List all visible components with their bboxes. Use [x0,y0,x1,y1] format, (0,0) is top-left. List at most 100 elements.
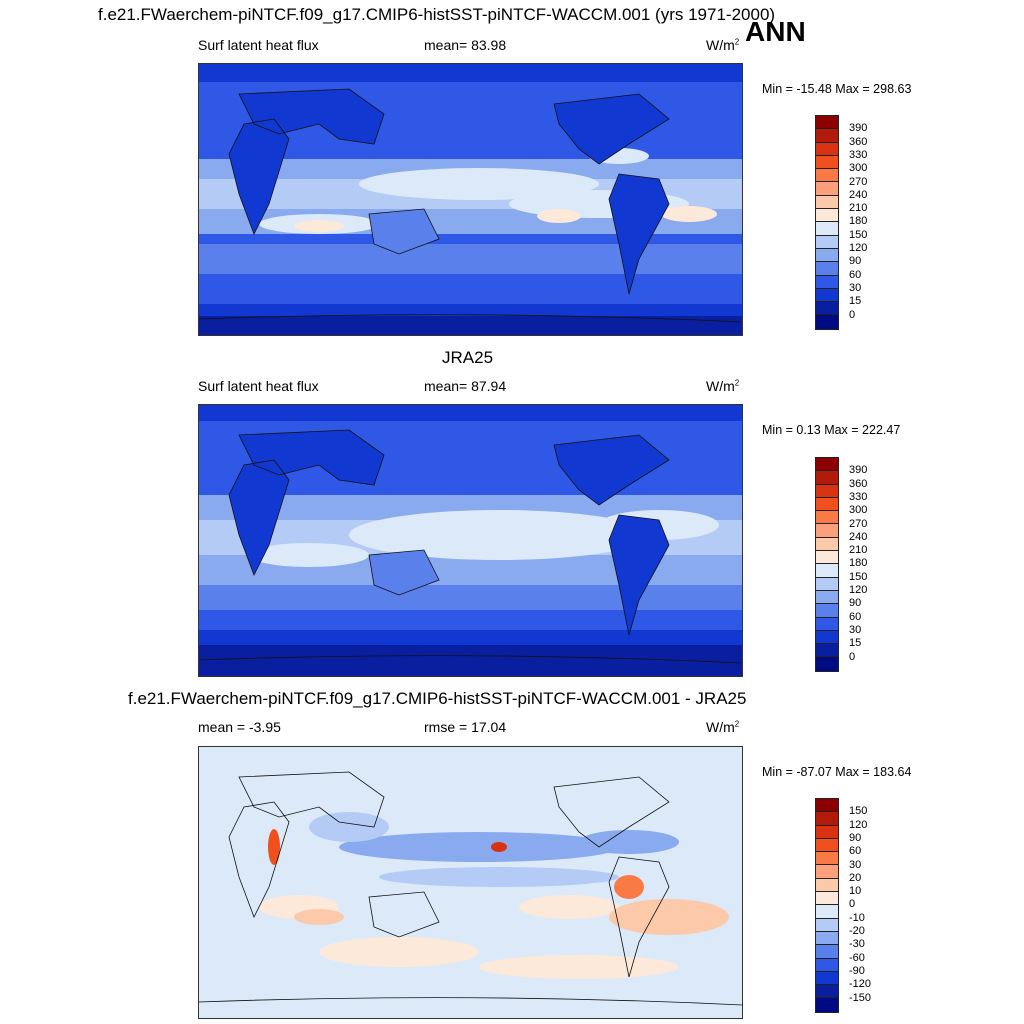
colorbar-swatch [816,892,838,906]
colorbar-tick-label: 90 [849,255,862,268]
panel1-units: W/m2 [706,37,740,53]
colorbar-swatch [816,222,838,236]
colorbar-tick-label: 30 [849,858,862,871]
colorbar-tick-label: 210 [849,544,868,557]
colorbar-tick-label: 360 [849,135,868,148]
colorbar-tick-label: -150 [849,991,872,1004]
colorbar-tick-label: 270 [849,517,868,530]
panel3-units: W/m2 [706,719,740,735]
colorbar-swatch [816,275,838,289]
colorbar-swatch [816,288,838,303]
colorbar-tick-label: 330 [849,490,868,503]
colorbar-tick-label: 360 [849,477,868,490]
colorbar-swatch [816,458,838,472]
colorbar-swatch [816,564,838,578]
panel1-map [198,63,743,336]
colorbar-tick-label: 60 [849,268,862,281]
colorbar-swatch [816,958,838,972]
colorbar-tick-label: 300 [849,504,868,517]
main-title: f.e21.FWaerchem-piNTCF.f09_g17.CMIP6-his… [98,5,776,24]
colorbar-swatch [816,998,838,1012]
colorbar-tick-label: -90 [849,964,865,977]
colorbar-tick-label: -20 [849,925,865,937]
panel2-variable-label: Surf latent heat flux [198,378,319,394]
colorbar-tick-label: 15 [849,637,862,650]
colorbar-swatch [816,799,838,813]
colorbar-swatch [816,511,838,525]
colorbar-swatch [816,630,838,645]
panel2-units: W/m2 [706,378,740,394]
colorbar-swatch [816,129,838,143]
colorbar-tick-label: 0 [849,308,856,321]
panel1-minmax: Min = -15.48 Max = 298.63 [762,82,912,96]
colorbar-tick-label: 120 [849,242,868,254]
colorbar-tick-label: 150 [849,228,868,241]
colorbar-swatch [816,116,838,130]
panel1-variable-label: Surf latent heat flux [198,37,319,53]
colorbar-swatch [816,195,838,210]
colorbar-swatch [816,537,838,552]
colorbar-swatch [816,852,838,866]
colorbar-swatch [816,644,838,658]
colorbar-tick-label: 60 [849,845,862,858]
colorbar-swatch [816,985,838,999]
colorbar-swatch [816,155,838,170]
panel3-rmse-label: rmse = 17.04 [424,719,507,735]
colorbar-swatch [816,878,838,893]
colorbar-swatch [816,657,838,671]
colorbar-tick-label: 120 [849,584,868,596]
colorbar-tick-label: 120 [849,818,868,831]
colorbar-tick-label: -120 [849,978,872,991]
colorbar-tick-label: 300 [849,162,868,175]
colorbar-tick-label: 30 [849,623,862,636]
panel3-title: f.e21.FWaerchem-piNTCF.f09_g17.CMIP6-his… [128,689,747,708]
colorbar-swatch [816,551,838,565]
colorbar-tick-label: -10 [849,911,865,924]
colorbar-swatch [816,235,838,249]
colorbar-swatch [816,484,838,498]
colorbar-tick-label: 15 [849,295,862,308]
colorbar-swatch [816,604,838,618]
colorbar-tick-label: 90 [849,831,862,844]
colorbar-swatch [816,825,838,839]
panel2-mean-label: mean= 87.94 [424,378,507,394]
colorbar-tick-label: 20 [849,871,862,884]
colorbar-swatch [816,945,838,959]
colorbar-swatch [816,209,838,223]
colorbar-tick-label: 0 [849,650,856,663]
colorbar-swatch [816,182,838,196]
colorbar-tick-label: 0 [849,898,856,911]
colorbar-tick-label: 240 [849,188,868,201]
panel3-map [198,746,743,1019]
colorbar-tick-label: 210 [849,202,868,215]
colorbar-tick-label: 270 [849,175,868,188]
colorbar-tick-label: 60 [849,610,862,623]
colorbar-swatch [816,590,838,605]
panel1-mean-label: mean= 83.98 [424,37,507,53]
colorbar-swatch [816,865,838,879]
colorbar-swatch [816,905,838,919]
colorbar-swatch [816,918,838,932]
colorbar-tick-label: 150 [849,805,868,818]
colorbar-tick-label: 150 [849,570,868,583]
panel2-map [198,404,743,677]
colorbar-tick-label: -60 [849,951,865,964]
colorbar-tick-label: -30 [849,938,865,951]
panel3-mean-label: mean = -3.95 [198,719,281,735]
colorbar-swatch [816,497,838,512]
colorbar-tick-label: 180 [849,215,868,228]
colorbar-swatch [816,262,838,276]
panel2-title: JRA25 [442,348,494,367]
colorbar-swatch [816,931,838,946]
colorbar-tick-label: 390 [849,464,868,477]
colorbar-tick-label: 330 [849,148,868,161]
panel3-minmax: Min = -87.07 Max = 183.64 [762,765,912,779]
season-label: ANN [745,16,806,47]
colorbar-tick-label: 180 [849,557,868,570]
colorbar-tick-label: 10 [849,885,862,898]
panel1-colorbar [815,115,839,330]
colorbar-tick-label: 390 [849,122,868,135]
colorbar-tick-label: 30 [849,281,862,294]
colorbar-swatch [816,577,838,591]
panel2-minmax: Min = 0.13 Max = 222.47 [762,423,901,437]
